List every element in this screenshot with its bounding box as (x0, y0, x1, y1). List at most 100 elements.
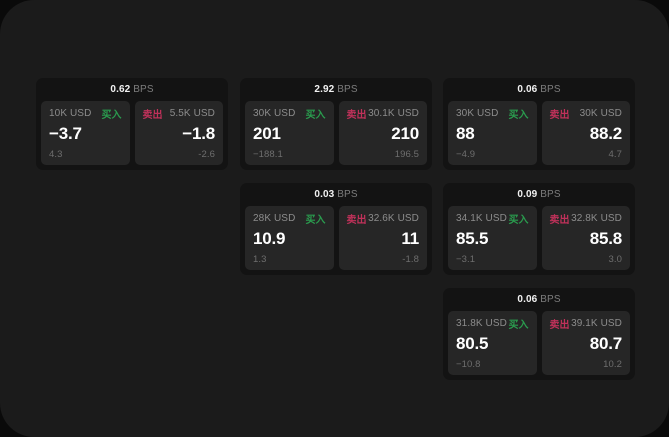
sell-action-label: 卖出 (346, 215, 367, 226)
bps-unit-label: BPS (337, 84, 358, 95)
sell-panel-header: 卖出 32.8K USD (549, 212, 623, 226)
sell-action-label: 卖出 (549, 320, 570, 331)
sell-price-value: 80.7 (589, 334, 622, 353)
card-header: 2.92 BPS (240, 78, 432, 99)
buy-action-label: 买入 (305, 215, 326, 226)
bps-value: 0.06 (517, 84, 538, 95)
card-body: 28K USD 买入 10.9 1.3 卖出 32.6K USD 11 -1.8 (245, 206, 427, 270)
buy-panel[interactable]: 28K USD 买入 10.9 1.3 (245, 206, 334, 270)
buy-sub-value: 1.3 (253, 254, 267, 265)
sell-panel[interactable]: 卖出 32.6K USD 11 -1.8 (338, 206, 427, 270)
sell-panel-header: 卖出 32.6K USD (346, 212, 420, 226)
buy-size-label: 30K USD (456, 108, 499, 119)
sell-action-label: 卖出 (549, 215, 570, 226)
buy-size-label: 31.8K USD (456, 318, 507, 329)
sell-action-label: 卖出 (549, 110, 570, 121)
sell-panel[interactable]: 卖出 30.1K USD 210 196.5 (338, 101, 427, 165)
buy-sub-value: −10.8 (456, 359, 481, 370)
quote-card[interactable]: 0.06 BPS 31.8K USD 买入 80.5 −10.8 卖 (443, 288, 635, 380)
buy-price-value: 201 (253, 124, 281, 143)
sell-size-label: 32.8K USD (571, 213, 622, 224)
card-body: 31.8K USD 买入 80.5 −10.8 卖出 39.1K USD 80.… (448, 311, 630, 375)
bps-unit-label: BPS (133, 84, 154, 95)
sell-panel[interactable]: 卖出 5.5K USD −1.8 -2.6 (134, 101, 223, 165)
card-body: 30K USD 买入 88 −4.9 卖出 30K USD 88.2 4.7 (448, 101, 630, 165)
buy-size-label: 30K USD (253, 108, 296, 119)
bps-unit-label: BPS (540, 189, 561, 200)
sell-panel[interactable]: 卖出 32.8K USD 85.8 3.0 (541, 206, 630, 270)
buy-size-label: 28K USD (253, 213, 296, 224)
buy-panel-header: 30K USD 买入 (456, 107, 529, 121)
card-body: 34.1K USD 买入 85.5 −3.1 卖出 32.8K USD 85.8… (448, 206, 630, 270)
bps-value: 0.06 (517, 294, 538, 305)
buy-price-value: 80.5 (456, 334, 489, 353)
buy-price-value: −3.7 (49, 124, 82, 143)
buy-size-label: 10K USD (49, 108, 92, 119)
bps-unit-label: BPS (337, 189, 358, 200)
sell-price-value: 11 (401, 229, 419, 248)
quote-card[interactable]: 0.06 BPS 30K USD 买入 88 −4.9 卖出 (443, 78, 635, 170)
card-header: 0.06 BPS (443, 78, 635, 99)
buy-panel-header: 10K USD 买入 (49, 107, 122, 121)
quote-card[interactable]: 2.92 BPS 30K USD 买入 201 −188.1 卖出 (240, 78, 432, 170)
buy-panel[interactable]: 31.8K USD 买入 80.5 −10.8 (448, 311, 537, 375)
sell-sub-value: -1.8 (402, 254, 419, 265)
quote-card-board: 0.62 BPS 10K USD 买入 −3.7 4.3 卖出 (36, 78, 636, 390)
sell-size-label: 30K USD (579, 108, 622, 119)
buy-panel[interactable]: 30K USD 买入 88 −4.9 (448, 101, 537, 165)
bps-value: 0.09 (517, 189, 538, 200)
buy-panel-header: 34.1K USD 买入 (456, 212, 529, 226)
sell-price-value: 88.2 (589, 124, 622, 143)
buy-sub-value: −4.9 (456, 149, 476, 160)
sell-price-value: 210 (391, 124, 419, 143)
sell-panel[interactable]: 卖出 30K USD 88.2 4.7 (541, 101, 630, 165)
quote-card[interactable]: 0.62 BPS 10K USD 买入 −3.7 4.3 卖出 (36, 78, 228, 170)
sell-size-label: 5.5K USD (169, 108, 215, 119)
quote-card[interactable]: 0.09 BPS 34.1K USD 买入 85.5 −3.1 卖出 (443, 183, 635, 275)
sell-panel[interactable]: 卖出 39.1K USD 80.7 10.2 (541, 311, 630, 375)
buy-action-label: 买入 (508, 320, 529, 331)
card-header: 0.03 BPS (240, 183, 432, 204)
quote-card[interactable]: 0.03 BPS 28K USD 买入 10.9 1.3 卖出 (240, 183, 432, 275)
sell-size-label: 32.6K USD (368, 213, 419, 224)
buy-panel[interactable]: 34.1K USD 买入 85.5 −3.1 (448, 206, 537, 270)
bps-unit-label: BPS (540, 84, 561, 95)
buy-action-label: 买入 (101, 110, 122, 121)
buy-price-value: 10.9 (253, 229, 286, 248)
buy-sub-value: −188.1 (253, 149, 283, 160)
sell-panel-header: 卖出 30K USD (549, 107, 623, 121)
buy-action-label: 买入 (508, 215, 529, 226)
card-header: 0.09 BPS (443, 183, 635, 204)
sell-action-label: 卖出 (346, 110, 367, 121)
sell-sub-value: 4.7 (608, 149, 622, 160)
buy-action-label: 买入 (305, 110, 326, 121)
sell-size-label: 39.1K USD (571, 318, 622, 329)
buy-price-value: 85.5 (456, 229, 489, 248)
sell-panel-header: 卖出 5.5K USD (142, 107, 216, 121)
sell-price-value: 85.8 (589, 229, 622, 248)
buy-size-label: 34.1K USD (456, 213, 507, 224)
sell-action-label: 卖出 (142, 110, 163, 121)
sell-size-label: 30.1K USD (368, 108, 419, 119)
buy-price-value: 88 (456, 124, 475, 143)
card-body: 10K USD 买入 −3.7 4.3 卖出 5.5K USD −1.8 -2.… (41, 101, 223, 165)
sell-sub-value: 196.5 (394, 149, 419, 160)
buy-panel-header: 31.8K USD 买入 (456, 317, 529, 331)
buy-action-label: 买入 (508, 110, 529, 121)
buy-panel[interactable]: 30K USD 买入 201 −188.1 (245, 101, 334, 165)
sell-panel-header: 卖出 39.1K USD (549, 317, 623, 331)
sell-price-value: −1.8 (182, 124, 215, 143)
bps-value: 0.03 (314, 189, 335, 200)
card-header: 0.62 BPS (36, 78, 228, 99)
bps-value: 0.62 (110, 84, 131, 95)
buy-sub-value: −3.1 (456, 254, 476, 265)
buy-panel-header: 28K USD 买入 (253, 212, 326, 226)
sell-panel-header: 卖出 30.1K USD (346, 107, 420, 121)
sell-sub-value: -2.6 (198, 149, 215, 160)
buy-sub-value: 4.3 (49, 149, 63, 160)
buy-panel-header: 30K USD 买入 (253, 107, 326, 121)
bps-unit-label: BPS (540, 294, 561, 305)
buy-panel[interactable]: 10K USD 买入 −3.7 4.3 (41, 101, 130, 165)
bps-value: 2.92 (314, 84, 335, 95)
